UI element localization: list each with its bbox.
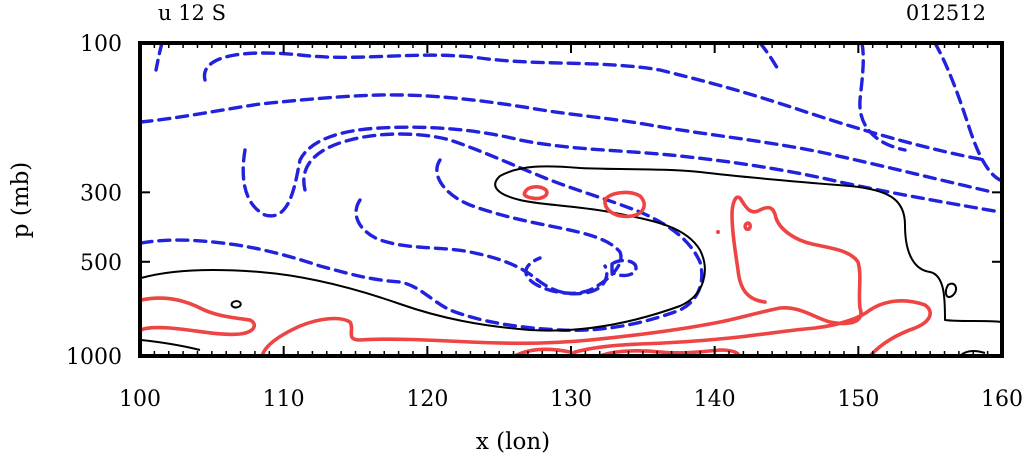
y-axis-ticks: 100 300 500 1000 (66, 32, 1002, 370)
zero-contour-1 (140, 165, 1002, 332)
pos-contour-2 (260, 195, 863, 356)
zero-contour-3 (230, 300, 242, 309)
neg-contour-4 (241, 125, 1002, 218)
chart-title-left: u 12 S (158, 1, 226, 25)
pos-contour-3 (571, 299, 932, 356)
y-tick-label: 300 (80, 181, 122, 206)
neg-contour-8 (610, 258, 638, 278)
neg-contour-9 (858, 43, 907, 152)
pos-contour-5 (522, 185, 549, 201)
zero-contour-2 (944, 282, 958, 298)
contour-lines (140, 43, 1002, 356)
neg-contour-3 (140, 93, 994, 194)
pos-contour-7 (743, 221, 753, 231)
y-axis-label: p (mb) (8, 162, 34, 239)
x-tick-label: 130 (550, 387, 592, 412)
x-tick-label: 120 (406, 387, 448, 412)
pos-contour-6 (603, 190, 646, 219)
x-tick-label: 160 (981, 387, 1023, 412)
neg-contour-6 (435, 158, 623, 295)
chart-title-right: 012512 (906, 1, 986, 25)
pos-contour-dot (716, 230, 720, 234)
neg-contour-10 (933, 43, 1002, 182)
x-axis-ticks: 100 110 120 130 140 150 160 (119, 43, 1023, 412)
x-tick-label: 140 (694, 387, 736, 412)
y-tick-label: 1000 (66, 345, 122, 370)
zero-contour-4 (140, 339, 201, 351)
neg-contour-1 (154, 43, 164, 72)
neg-contour-5 (140, 132, 704, 333)
pos-contour-1 (140, 296, 257, 337)
neg-contour-11 (758, 43, 782, 74)
neg-contour-2 (202, 51, 987, 162)
x-axis-label: x (lon) (476, 429, 550, 455)
y-tick-label: 100 (80, 32, 122, 57)
y-tick-label: 500 (80, 251, 122, 276)
x-tick-label: 110 (263, 387, 305, 412)
neg-contour-7 (354, 198, 609, 296)
x-tick-label: 100 (119, 387, 161, 412)
x-tick-label: 150 (837, 387, 879, 412)
